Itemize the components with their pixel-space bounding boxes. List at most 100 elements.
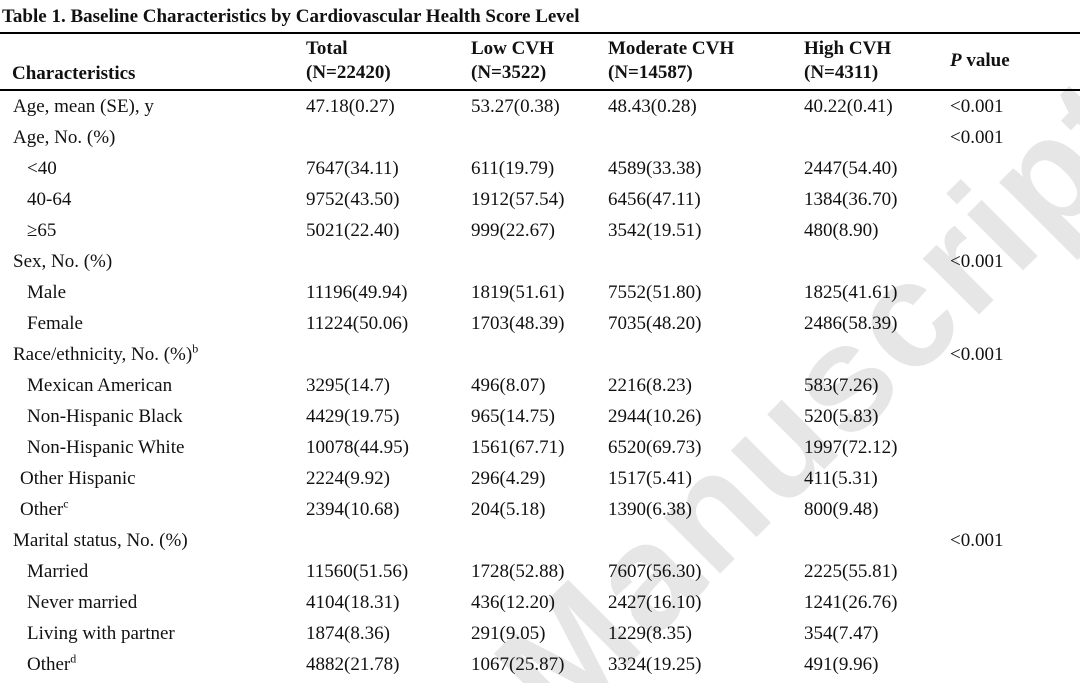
cell-value xyxy=(471,122,608,153)
row-label: Non-Hispanic Black xyxy=(27,406,183,427)
cell-value xyxy=(306,339,471,370)
table-title: Table 1. Baseline Characteristics by Car… xyxy=(0,0,1080,34)
row-label: Sex, No. (%) xyxy=(13,251,113,272)
col-header-total: Total (N=22420) xyxy=(306,34,471,91)
footnote-marker: d xyxy=(70,651,77,666)
cell-p-value xyxy=(950,308,1080,339)
cell-value: 1241(26.76) xyxy=(804,592,898,613)
table-row: Non-Hispanic White 10078(44.95) 1561(67.71… xyxy=(0,432,1080,463)
cell-value: 6520(69.73) xyxy=(608,437,702,458)
row-label: Female xyxy=(27,313,83,334)
cell-value: 611(19.79) xyxy=(471,158,555,179)
cell-value: 40.22(0.41) xyxy=(804,96,893,117)
cell-value: 1561(67.71) xyxy=(471,437,565,458)
cell-p-value xyxy=(950,649,1080,680)
cell-value: 2427(16.10) xyxy=(608,592,702,613)
col-header-moderate-cvh-n: (N=14587) xyxy=(608,62,693,83)
cell-value: 48.43(0.28) xyxy=(608,96,697,117)
row-label: Otherd xyxy=(27,651,77,675)
row-label: Never married xyxy=(27,592,138,613)
cell-value: 4104(18.31) xyxy=(306,592,400,613)
cell-value: 1912(57.54) xyxy=(471,189,565,210)
cell-value: 1229(8.35) xyxy=(608,623,692,644)
cell-p-value: <0.001 xyxy=(950,96,1004,117)
cell-value: 2447(54.40) xyxy=(804,158,898,179)
cell-value: 9752(43.50) xyxy=(306,189,400,210)
cell-value: 999(22.67) xyxy=(471,220,555,241)
row-label: Married xyxy=(27,561,89,582)
col-header-high-cvh-n: (N=4311) xyxy=(804,62,879,83)
header-row: Characteristics Total (N=22420) Low CVH … xyxy=(0,34,1080,91)
row-label: Other Hispanic xyxy=(20,468,136,489)
cell-value: 1874(8.36) xyxy=(306,623,390,644)
cell-p-value xyxy=(950,401,1080,432)
col-header-low-cvh: Low CVH (N=3522) xyxy=(471,34,608,91)
row-label: Otherc xyxy=(20,496,69,520)
table-row: Marital status, No. (%) <0.001 xyxy=(0,525,1080,556)
cell-value xyxy=(306,122,471,153)
cell-value xyxy=(306,246,471,277)
cell-value: 291(9.05) xyxy=(471,623,546,644)
cell-value: 2944(10.26) xyxy=(608,406,702,427)
p-value-rest: value xyxy=(961,50,1010,71)
cell-value: 491(9.96) xyxy=(804,654,879,675)
table-row: ≥65 5021(22.40) 999(22.67) 3542(19.51) 480(8… xyxy=(0,215,1080,246)
cell-value: 3542(19.51) xyxy=(608,220,702,241)
cell-value: 2225(55.81) xyxy=(804,561,898,582)
cell-value: 3324(19.25) xyxy=(608,654,702,675)
cell-value: 411(5.31) xyxy=(804,468,878,489)
cell-value: 4589(33.38) xyxy=(608,158,702,179)
table-row: Living with partner 1874(8.36) 291(9.05) 12… xyxy=(0,618,1080,649)
cell-p-value xyxy=(950,277,1080,308)
cell-value: 520(5.83) xyxy=(804,406,879,427)
cell-p-value: <0.001 xyxy=(950,344,1004,365)
table-row: Male 11196(49.94) 1819(51.61) 7552(51.80) 18… xyxy=(0,277,1080,308)
row-label: Race/ethnicity, No. (%)b xyxy=(13,341,199,365)
cell-value: 53.27(0.38) xyxy=(471,96,560,117)
col-header-characteristics: Characteristics xyxy=(0,34,306,91)
col-header-low-cvh-n: (N=3522) xyxy=(471,62,547,83)
table-row: Race/ethnicity, No. (%)b <0.001 xyxy=(0,339,1080,370)
cell-value: 7647(34.11) xyxy=(306,158,399,179)
cell-p-value: <0.001 xyxy=(950,127,1004,148)
col-header-moderate-cvh: Moderate CVH (N=14587) xyxy=(608,34,804,91)
row-label: Mexican American xyxy=(27,375,173,396)
cell-p-value xyxy=(950,215,1080,246)
cell-p-value xyxy=(950,587,1080,618)
row-label: Non-Hispanic White xyxy=(27,437,185,458)
cell-value: 4882(21.78) xyxy=(306,654,400,675)
cell-value: 3295(14.7) xyxy=(306,375,390,396)
cell-value xyxy=(608,339,804,370)
table-row: Otherd 4882(21.78) 1067(25.87) 3324(19.25) 4… xyxy=(0,649,1080,680)
cell-value: 7035(48.20) xyxy=(608,313,702,334)
cell-value: 1825(41.61) xyxy=(804,282,898,303)
cell-value xyxy=(804,122,950,153)
row-label: Male xyxy=(27,282,67,303)
cell-value: 1517(5.41) xyxy=(608,468,692,489)
table-row: Other Hispanic 2224(9.92) 296(4.29) 1517(5.… xyxy=(0,463,1080,494)
cell-value: 11560(51.56) xyxy=(306,561,409,582)
cell-p-value xyxy=(950,153,1080,184)
cell-p-value xyxy=(950,463,1080,494)
row-label: ≥65 xyxy=(27,220,57,241)
col-header-high-cvh-name: High CVH xyxy=(804,38,892,59)
cell-value: 2216(8.23) xyxy=(608,375,692,396)
cell-value: 480(8.90) xyxy=(804,220,879,241)
cell-value xyxy=(471,525,608,556)
cell-value xyxy=(471,246,608,277)
cell-value: 2394(10.68) xyxy=(306,499,400,520)
row-label: 40-64 xyxy=(27,189,72,210)
cell-p-value xyxy=(950,556,1080,587)
table-row: Non-Hispanic Black 4429(19.75) 965(14.75) 2… xyxy=(0,401,1080,432)
cell-value xyxy=(471,339,608,370)
cell-value: 204(5.18) xyxy=(471,499,546,520)
cell-value: 496(8.07) xyxy=(471,375,546,396)
cell-value: 1997(72.12) xyxy=(804,437,898,458)
cell-value xyxy=(804,525,950,556)
row-label: Marital status, No. (%) xyxy=(13,530,188,551)
table-row: Sex, No. (%) <0.001 xyxy=(0,246,1080,277)
cell-value: 5021(22.40) xyxy=(306,220,400,241)
baseline-characteristics-table: Characteristics Total (N=22420) Low CVH … xyxy=(0,34,1080,680)
